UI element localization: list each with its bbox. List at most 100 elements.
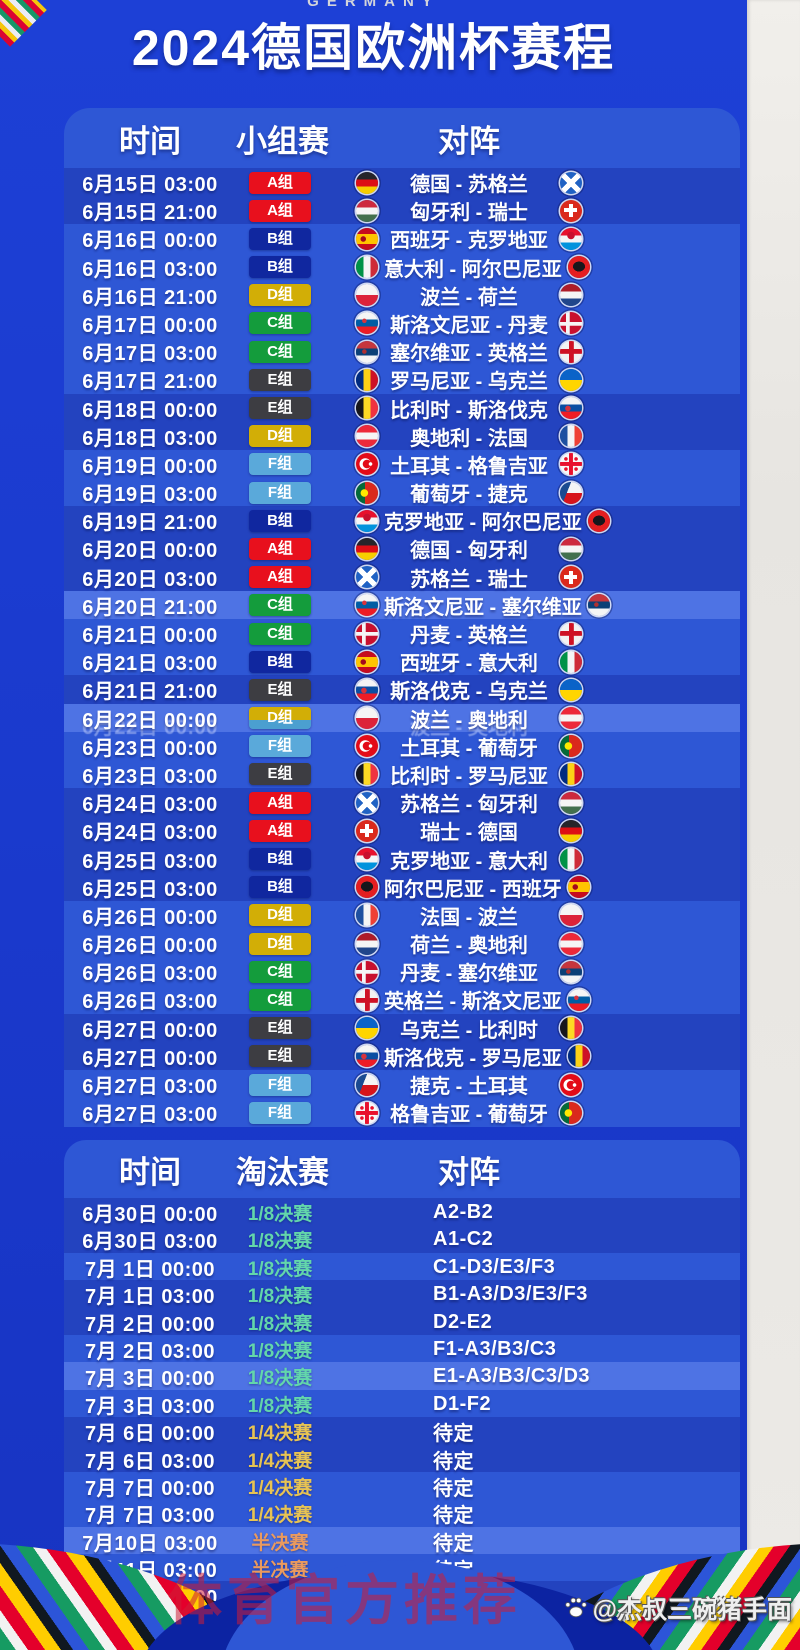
group-badge: C组 — [249, 960, 311, 983]
poland-flag-icon — [356, 284, 378, 307]
match-time: 6月20日 21:00 — [82, 596, 218, 619]
group-badge-cell: E组 — [236, 1017, 324, 1040]
matchup-text: 捷克 - 土耳其 — [410, 1076, 528, 1098]
matchup-text: 乌克兰 - 比利时 — [400, 1019, 538, 1042]
slovakia-flag-icon — [356, 678, 378, 701]
matchup-text: 斯洛文尼亚 - 塞尔维亚 — [384, 596, 582, 619]
match-row: 6月17日 21:00 E组 罗马尼亚 - 乌克兰 — [64, 365, 740, 393]
group-badge: C组 — [249, 988, 311, 1011]
serbia-flag-icon — [560, 960, 582, 983]
matchup-cell: 法国 - 波兰 — [324, 901, 740, 930]
match-time: 6月23日 00:00 — [82, 737, 218, 760]
knockout-row: 7月 1日 03:00 1/8决赛 B1-A3/D3/E3/F3 — [64, 1280, 740, 1308]
match-time: 6月30日 00:00 — [82, 1204, 218, 1226]
paw-icon — [564, 1597, 587, 1618]
group-badge-cell: D组 — [236, 707, 324, 730]
matchup-cell: 苏格兰 - 瑞士 — [324, 563, 740, 592]
spain-flag-icon — [356, 227, 378, 250]
turkey-flag-icon — [356, 735, 378, 758]
group-badge: E组 — [249, 368, 311, 391]
group-badge-cell: F组 — [236, 735, 324, 758]
column-header-matchup: 对阵 — [438, 123, 500, 159]
match-time: 6月19日 03:00 — [82, 484, 218, 507]
serbia-flag-icon — [587, 594, 610, 617]
matchup-cell: 匈牙利 - 瑞士 — [324, 196, 740, 225]
credit-watermark: @杰叔三碗猪手面 — [563, 1590, 792, 1626]
match-time: 6月16日 03:00 — [82, 258, 218, 281]
knockout-row: 7月 2日 00:00 1/8决赛 D2-E2 — [64, 1307, 740, 1336]
match-row: 6月22日 00:00 D组 波兰 - 奥地利 — [64, 703, 740, 732]
matchup-text: 西班牙 - 克罗地亚 — [390, 230, 548, 253]
knockout-matchup: 待定 — [433, 1505, 474, 1528]
match-time: 6月17日 03:00 — [82, 343, 218, 366]
group-badge-cell: B组 — [236, 227, 324, 250]
knockout-matchup: 待定 — [433, 1450, 474, 1473]
matchup-text: 瑞士 - 德国 — [420, 822, 518, 845]
matchup-cell: 土耳其 - 葡萄牙 — [324, 732, 740, 761]
austria-flag-icon — [560, 707, 582, 730]
group-badge-cell: A组 — [236, 566, 324, 589]
knockout-row: 7月 6日 00:00 1/4决赛 待定 — [64, 1417, 740, 1445]
matchup-cell: 捷克 - 土耳其 — [324, 1070, 740, 1099]
group-badge: D组 — [249, 904, 311, 927]
albania-flag-icon — [567, 256, 590, 279]
matchup-text: 波兰 - 奥地利 — [410, 709, 528, 732]
belgium-flag-icon — [356, 763, 378, 786]
match-row: 6月24日 03:00 A组 苏格兰 - 匈牙利 — [64, 788, 740, 817]
scotland-flag-icon — [356, 791, 378, 814]
stage-label: 半决赛 — [251, 1560, 309, 1582]
knockout-matchup: F1-A3/B3/C3 — [433, 1337, 557, 1360]
matchup-text: 葡萄牙 - 捷克 — [410, 484, 528, 507]
group-badge: A组 — [249, 791, 311, 814]
italy-flag-icon — [560, 650, 582, 673]
group-badge: B组 — [249, 256, 311, 279]
column-header-time: 时间 — [119, 123, 181, 159]
group-badge: C组 — [249, 312, 311, 335]
matchup-text: 克罗地亚 - 阿尔巴尼亚 — [384, 512, 582, 535]
match-row: 6月20日 03:00 A组 苏格兰 - 瑞士 — [64, 562, 740, 592]
group-table-header: 时间 小组赛 对阵 — [64, 108, 740, 168]
italy-flag-icon — [560, 848, 582, 870]
ukraine-flag-icon — [560, 678, 582, 701]
denmark-flag-icon — [356, 960, 378, 983]
group-badge-cell: D组 — [236, 425, 324, 448]
match-time: 6月17日 00:00 — [82, 314, 218, 337]
match-row: 6月15日 03:00 A组 德国 - 苏格兰 — [64, 168, 740, 197]
matchup-text: 意大利 - 阿尔巴尼亚 — [384, 258, 562, 281]
matchup-cell: 克罗地亚 - 阿尔巴尼亚 — [324, 506, 768, 535]
knockout-matchup: E1-A3/B3/C3/D3 — [433, 1365, 591, 1388]
match-row: 6月24日 03:00 A组 瑞士 - 德国 — [64, 816, 740, 845]
group-badge: A组 — [249, 199, 311, 222]
knockout-matchup: 待定 — [433, 1477, 474, 1500]
group-badge: D组 — [249, 707, 311, 730]
ukraine-flag-icon — [356, 1017, 378, 1040]
match-time: 7月 7日 03:00 — [84, 1505, 215, 1528]
netherlands-flag-icon — [356, 932, 378, 955]
group-badge: A组 — [249, 819, 311, 842]
match-time: 6月15日 21:00 — [82, 202, 218, 225]
column-header-matchup: 对阵 — [438, 1154, 500, 1190]
group-badge-cell: A组 — [236, 171, 324, 194]
serbia-flag-icon — [356, 340, 378, 363]
knockout-matchup: D2-E2 — [433, 1310, 493, 1333]
knockout-row: 7月 3日 03:00 1/8决赛 D1-F2 — [64, 1390, 740, 1418]
match-time: 6月26日 00:00 — [82, 935, 218, 958]
denmark-flag-icon — [560, 312, 582, 335]
matchup-text: 匈牙利 - 瑞士 — [410, 202, 528, 225]
hungary-flag-icon — [560, 537, 582, 560]
group-badge-cell: B组 — [236, 876, 324, 899]
matchup-cell: 德国 - 匈牙利 — [324, 534, 740, 563]
matchup-text: 斯洛伐克 - 罗马尼亚 — [384, 1047, 562, 1070]
knockout-matchup: A2-B2 — [433, 1201, 494, 1223]
stage-label: 1/8决赛 — [247, 1395, 313, 1417]
matchup-text: 波兰 - 荷兰 — [420, 286, 518, 309]
group-badge-cell: F组 — [236, 453, 324, 476]
knockout-matchup: C1-D3/E3/F3 — [433, 1255, 556, 1278]
matchup-cell: 克罗地亚 - 意大利 — [324, 845, 740, 874]
matchup-cell: 苏格兰 - 匈牙利 — [324, 788, 740, 817]
stage-label: 1/4决赛 — [247, 1505, 313, 1527]
match-row: 6月21日 03:00 B组 西班牙 - 意大利 — [64, 647, 740, 675]
match-time: 6月22日 00:00 — [82, 709, 218, 732]
hungary-flag-icon — [560, 791, 582, 814]
match-row: 6月20日 00:00 A组 德国 - 匈牙利 — [64, 534, 740, 563]
